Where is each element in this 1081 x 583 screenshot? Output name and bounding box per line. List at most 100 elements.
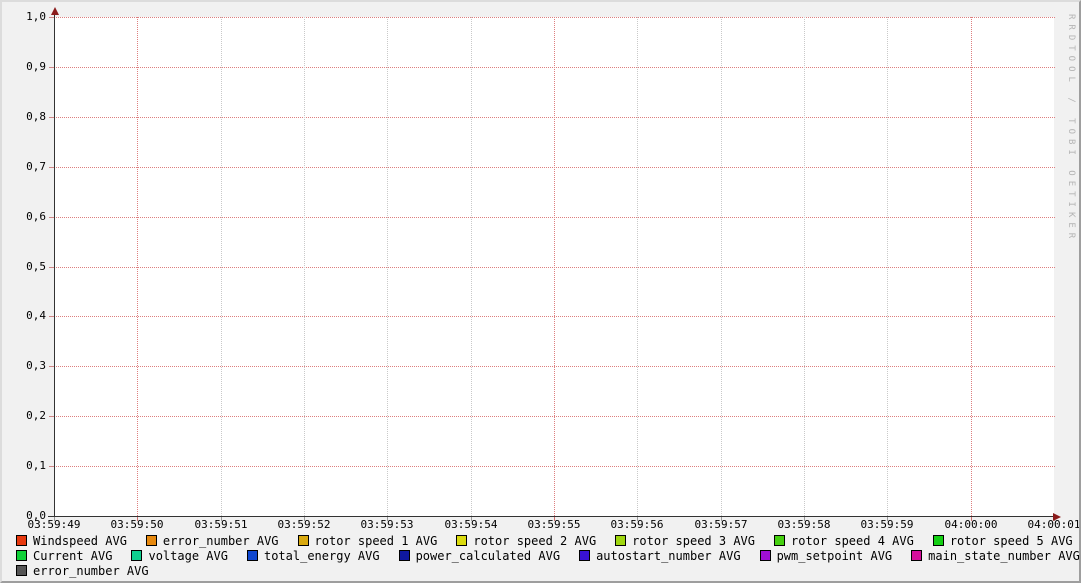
v-gridline (804, 17, 805, 516)
legend-label: rotor speed 2 AVG (473, 533, 597, 548)
legend-label: rotor speed 1 AVG (314, 533, 438, 548)
y-axis-label: 0,2 (26, 409, 46, 422)
y-axis-label: 0,6 (26, 210, 46, 223)
legend-label: autostart_number AVG (596, 548, 741, 563)
y-axis-tick (49, 117, 54, 118)
y-axis-tick (49, 267, 54, 268)
x-axis-tick (471, 516, 472, 521)
x-axis-label: 03:59:56 (610, 518, 664, 531)
x-axis-tick (554, 516, 555, 521)
legend-item: voltage AVG (131, 548, 228, 563)
y-axis-tick (49, 366, 54, 367)
legend-label: Current AVG (33, 548, 113, 563)
y-axis-line (54, 12, 55, 516)
legend-item: rotor speed 3 AVG (615, 534, 755, 548)
v-gridline (304, 17, 305, 516)
y-axis-tick (49, 17, 54, 18)
x-axis-label: 04:00:00 (944, 518, 998, 531)
legend-swatch-icon (456, 535, 468, 546)
x-axis-tick (637, 516, 638, 521)
x-axis-tick (137, 516, 138, 521)
legend-row: error_number AVG (16, 563, 1076, 578)
legend-item: rotor speed 5 AVG (932, 533, 1073, 548)
y-axis-tick (49, 217, 54, 218)
legend-swatch-icon (398, 550, 410, 561)
y-axis-label: 0,0 (26, 509, 46, 522)
legend-label: power_calculated AVG (415, 548, 561, 563)
y-axis-label: 0,9 (26, 60, 46, 73)
v-gridline (971, 17, 972, 516)
x-axis-tick (721, 516, 722, 521)
x-axis-label: 03:59:49 (27, 518, 81, 531)
x-axis-label: 03:59:57 (694, 518, 748, 531)
legend-item: pwm_setpoint AVG (759, 548, 893, 563)
y-axis-tick (49, 466, 54, 467)
legend-item: power_calculated AVG (398, 548, 561, 563)
legend-row: Current AVG voltage AVG total_energy AVG po… (16, 548, 1079, 563)
x-axis-tick (54, 516, 55, 521)
v-gridline (221, 17, 222, 516)
x-axis-label: 03:59:55 (527, 518, 581, 531)
x-axis-tick (387, 516, 388, 521)
legend-item: autostart_number AVG (579, 549, 741, 563)
legend-label: rotor speed 3 AVG (632, 533, 755, 548)
legend-label: main_state_number AVG (928, 548, 1080, 563)
x-axis-tick (804, 516, 805, 521)
v-gridline (554, 17, 555, 516)
legend-label: Windspeed AVG (33, 533, 127, 548)
x-axis-arrow-icon (1053, 513, 1061, 521)
legend: Windspeed AVG error_number AVG rotor speed… (16, 533, 1079, 578)
legend-swatch-icon (16, 550, 27, 561)
watermark: RRDTOOL / TOBI OETIKER (1066, 14, 1076, 244)
v-gridline (721, 17, 722, 516)
legend-swatch-icon (579, 550, 591, 561)
legend-label: rotor speed 4 AVG (791, 533, 914, 548)
legend-item: rotor speed 4 AVG (774, 534, 914, 548)
x-axis-tick (887, 516, 888, 521)
legend-label: rotor speed 5 AVG (949, 533, 1073, 548)
legend-item: error_number AVG (16, 564, 149, 578)
v-gridline (137, 17, 138, 516)
legend-label: voltage AVG (148, 548, 228, 563)
x-axis-label: 03:59:50 (110, 518, 164, 531)
v-gridline (387, 17, 388, 516)
y-axis-label: 0,3 (26, 359, 46, 372)
y-axis-tick (49, 167, 54, 168)
legend-swatch-icon (615, 535, 627, 546)
y-axis-label: 0,1 (26, 459, 46, 472)
x-axis-tick (221, 516, 222, 521)
legend-label: pwm_setpoint AVG (776, 548, 893, 563)
x-axis-label: 03:59:51 (194, 518, 248, 531)
y-axis-label: 0,7 (26, 160, 46, 173)
v-gridline (471, 17, 472, 516)
legend-item: error_number AVG (145, 533, 279, 548)
x-axis-line (48, 516, 1054, 517)
x-axis-label: 03:59:53 (360, 518, 414, 531)
x-axis-label: 03:59:52 (277, 518, 331, 531)
y-axis-tick (49, 67, 54, 68)
legend-item: rotor speed 1 AVG (297, 533, 438, 548)
legend-swatch-icon (297, 535, 309, 546)
legend-label: error_number AVG (33, 563, 149, 578)
legend-item: main_state_number AVG (911, 548, 1080, 563)
legend-item: rotor speed 2 AVG (456, 534, 596, 548)
x-axis-tick (971, 516, 972, 521)
legend-swatch-icon (911, 550, 923, 561)
legend-label: total_energy AVG (263, 548, 380, 563)
x-axis-label: 04:00:01 (1027, 518, 1081, 531)
legend-item: Windspeed AVG (16, 534, 127, 548)
legend-row: Windspeed AVG error_number AVG rotor speed… (16, 533, 1076, 548)
y-axis-label: 0,5 (26, 260, 46, 273)
legend-swatch-icon (131, 550, 143, 561)
v-gridline (637, 17, 638, 516)
x-axis-label: 03:59:59 (860, 518, 914, 531)
legend-swatch-icon (16, 565, 27, 576)
y-axis-tick (49, 416, 54, 417)
legend-item: total_energy AVG (246, 548, 380, 563)
legend-label: error_number AVG (162, 533, 279, 548)
legend-item: Current AVG (16, 549, 112, 563)
legend-swatch-icon (16, 535, 27, 546)
y-axis-arrow-icon (51, 7, 59, 15)
legend-swatch-icon (246, 550, 258, 561)
